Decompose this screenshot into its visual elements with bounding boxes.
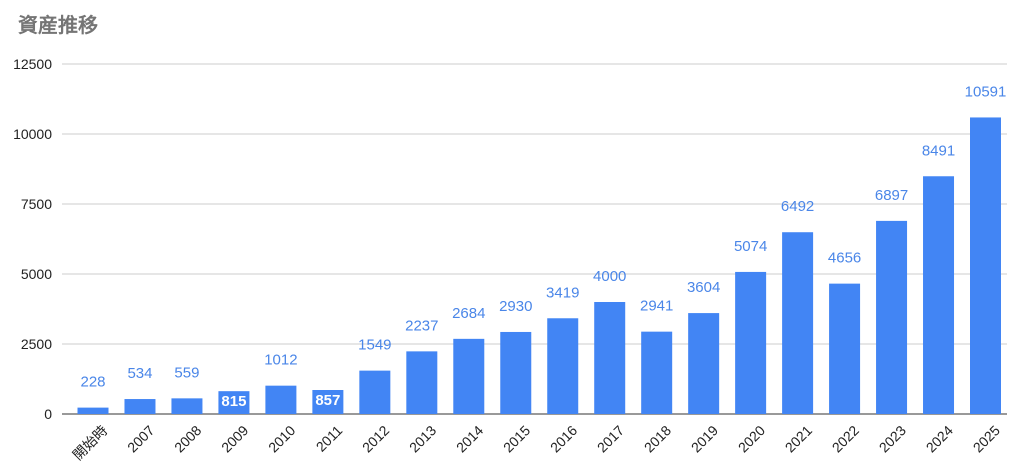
data-label: 1012 <box>264 352 297 369</box>
bar <box>359 370 391 414</box>
bar <box>594 302 626 414</box>
data-label: 1549 <box>358 337 391 354</box>
data-label: 8491 <box>922 142 955 159</box>
bar <box>124 399 156 414</box>
data-labels: 228 534 559 815 1012 857 1549 2237 2684 2930 3419 4… <box>80 83 1006 410</box>
y-tick-label: 7500 <box>21 196 52 212</box>
bar <box>77 407 109 414</box>
data-label: 559 <box>174 364 199 381</box>
bar <box>970 117 1001 415</box>
chart-title: 資産推移 <box>18 13 98 37</box>
x-tick-label: 2019 <box>688 422 721 455</box>
y-tick-label: 2500 <box>21 336 52 352</box>
y-axis-ticks: 0 2500 5000 7500 10000 12500 <box>13 56 52 422</box>
data-label: 6492 <box>781 198 814 215</box>
y-tick-label: 10000 <box>13 126 52 142</box>
x-tick-label: 2023 <box>876 422 909 455</box>
data-label: 2237 <box>405 317 438 334</box>
bar <box>547 318 579 414</box>
bar <box>782 232 814 414</box>
y-tick-label: 0 <box>44 406 52 422</box>
x-tick-label: 2015 <box>500 422 533 455</box>
x-tick-label: 2020 <box>735 422 768 455</box>
bar <box>688 313 720 414</box>
bars <box>77 117 1001 415</box>
bar <box>312 390 344 414</box>
y-tick-label: 12500 <box>13 56 52 72</box>
x-tick-label: 2018 <box>641 422 674 455</box>
x-tick-label: 2012 <box>359 422 392 455</box>
bar <box>171 398 203 414</box>
bar <box>406 351 438 414</box>
x-tick-label: 2016 <box>547 422 580 455</box>
data-label: 228 <box>80 374 105 391</box>
x-axis-ticks: 開始時 2007 2008 2009 2010 2011 2012 2013 2014 2015 2… <box>69 422 1003 463</box>
data-label: 3419 <box>546 284 579 301</box>
x-tick-label: 2007 <box>124 422 157 455</box>
x-tick-label: 2024 <box>923 422 956 455</box>
bar <box>265 385 297 414</box>
data-label: 2684 <box>452 305 485 322</box>
x-tick-label: 2017 <box>594 422 627 455</box>
x-tick-label: 2025 <box>970 422 1003 455</box>
bar <box>500 331 532 414</box>
x-tick-label: 2010 <box>265 422 298 455</box>
data-label: 857 <box>315 392 340 409</box>
bar <box>829 283 861 414</box>
bar <box>453 338 485 414</box>
data-label: 3604 <box>687 279 720 296</box>
bar <box>876 220 908 414</box>
x-tick-label: 2011 <box>313 422 346 455</box>
data-label: 10591 <box>965 83 1007 100</box>
bar <box>218 391 250 414</box>
data-label: 4656 <box>828 250 861 267</box>
x-tick-label: 2021 <box>782 422 815 455</box>
bar <box>923 176 955 414</box>
data-label: 5074 <box>734 238 767 255</box>
data-label: 2930 <box>499 298 532 315</box>
x-tick-label: 2014 <box>453 422 486 455</box>
data-label: 534 <box>127 365 152 382</box>
data-label: 815 <box>221 393 246 410</box>
data-label: 6897 <box>875 187 908 204</box>
x-tick-label: 開始時 <box>69 422 110 463</box>
x-tick-label: 2009 <box>218 422 251 455</box>
y-tick-label: 5000 <box>21 266 52 282</box>
x-tick-label: 2022 <box>829 422 862 455</box>
bar <box>735 271 767 414</box>
data-label: 2941 <box>640 298 673 315</box>
bar <box>641 331 673 414</box>
x-tick-label: 2013 <box>406 422 439 455</box>
x-tick-label: 2008 <box>171 422 204 455</box>
data-label: 4000 <box>593 268 626 285</box>
gridlines <box>62 63 1007 415</box>
